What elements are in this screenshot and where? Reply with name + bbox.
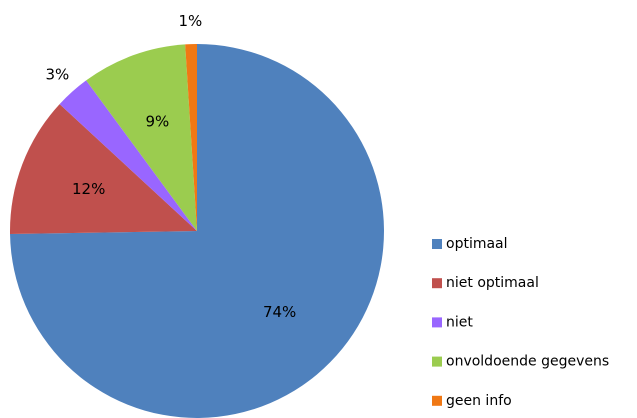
legend-swatch: [432, 239, 442, 249]
data-label: 9%: [145, 113, 169, 131]
legend-swatch: [432, 317, 442, 328]
legend-swatch: [432, 356, 442, 367]
legend-label: optimaal: [446, 236, 508, 252]
legend-swatch: [432, 395, 442, 406]
pie-slice: [10, 104, 198, 234]
legend-label: geen info: [446, 393, 512, 409]
data-label: 1%: [178, 12, 202, 30]
data-label: 12%: [72, 180, 105, 198]
pie-slice: [59, 80, 198, 231]
data-label: 74%: [263, 303, 296, 321]
legend-label: niet optimaal: [446, 275, 539, 291]
legend-label: niet: [446, 314, 473, 330]
legend-label: onvoldoende gegevens: [446, 354, 609, 370]
data-label: 3%: [45, 65, 69, 83]
pie-slice: [10, 44, 385, 418]
pie-slice: [185, 44, 197, 231]
pie-slice: [86, 44, 197, 231]
legend-swatch: [432, 278, 442, 289]
